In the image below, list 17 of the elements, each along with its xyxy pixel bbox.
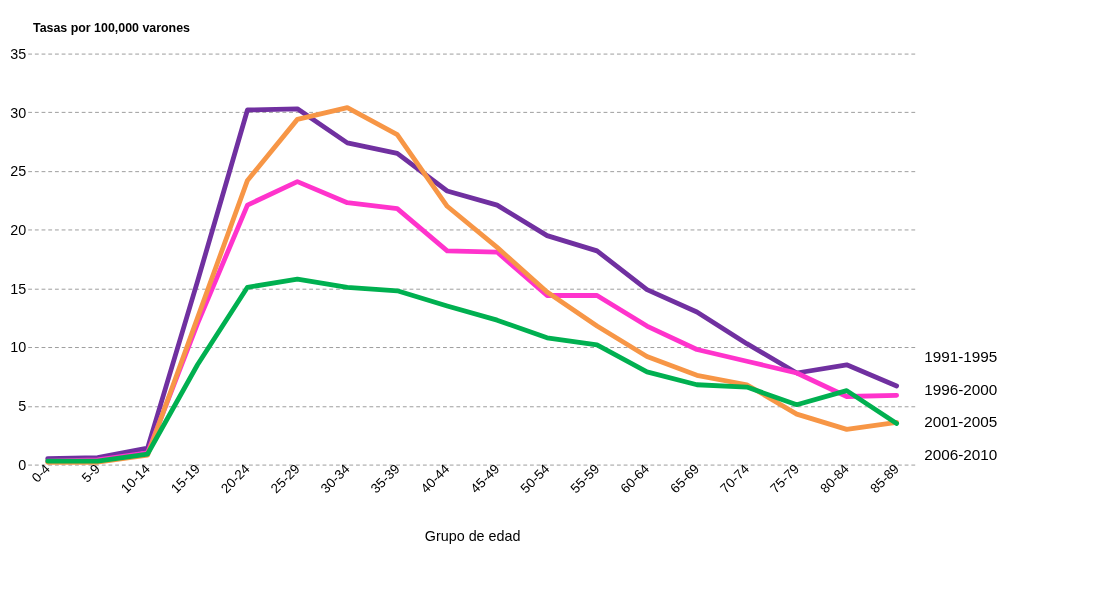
text: 1991-1995 — [924, 348, 998, 366]
series-label: 1996-2000 — [924, 380, 998, 398]
y-tick-label: 5 — [18, 398, 27, 415]
series-label: 2001-2005 — [924, 413, 998, 431]
y-tick-label: 10 — [10, 339, 27, 356]
y-tick-label: 15 — [10, 280, 27, 297]
text: 2006-2010 — [924, 445, 998, 463]
y-tick-label: 25 — [10, 163, 27, 180]
y-tick-label: 20 — [10, 222, 27, 238]
line-series — [45, 276, 900, 464]
x-axis-title: Grupo de edad — [424, 527, 521, 544]
y-tick-label: 35 — [10, 45, 27, 62]
x-tick-label: 5-9 — [78, 461, 103, 486]
x-tick-label: 0-4 — [28, 460, 54, 486]
y-tick-label: 0 — [18, 456, 27, 473]
y-tick-label: 30 — [10, 104, 27, 121]
y-axis-title: Tasas por 100,000 varones — [32, 21, 191, 36]
